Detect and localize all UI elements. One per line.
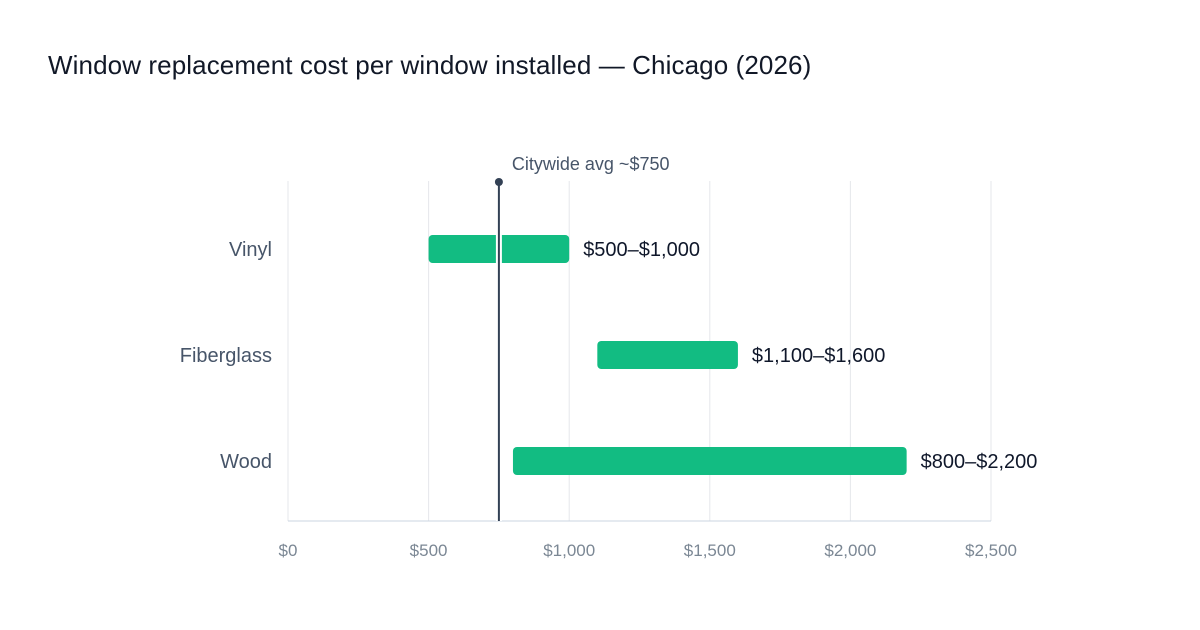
x-tick-label: $2,000 <box>824 541 876 560</box>
x-axis: $0 $500 $1,000 $1,500 $2,000 $2,500 <box>279 520 1017 560</box>
range-value-label: $1,100–$1,600 <box>752 345 885 367</box>
range-bar <box>597 341 738 369</box>
range-bar <box>512 447 907 475</box>
range-value-label: $800–$2,200 <box>921 451 1038 473</box>
range-value-label: $500–$1,000 <box>583 239 700 261</box>
x-tick-label: $1,000 <box>543 541 595 560</box>
x-tick-label: $0 <box>279 541 298 560</box>
x-tick-label: $500 <box>410 541 448 560</box>
x-tick-label: $1,500 <box>684 541 736 560</box>
x-tick-label: $2,500 <box>965 541 1017 560</box>
chart-title: Window replacement cost per window insta… <box>48 50 812 80</box>
reference-marker <box>494 178 503 186</box>
category-label: Vinyl <box>229 239 272 261</box>
category-label: Wood <box>220 451 272 473</box>
chart-labels: Vinyl $500–$1,000 Fiberglass $1,100–$1,600 W… <box>180 239 1038 473</box>
category-label: Fiberglass <box>180 345 272 367</box>
reference-line-group: Citywide avg ~$750 <box>494 154 670 521</box>
reference-label: Citywide avg ~$750 <box>512 154 670 174</box>
